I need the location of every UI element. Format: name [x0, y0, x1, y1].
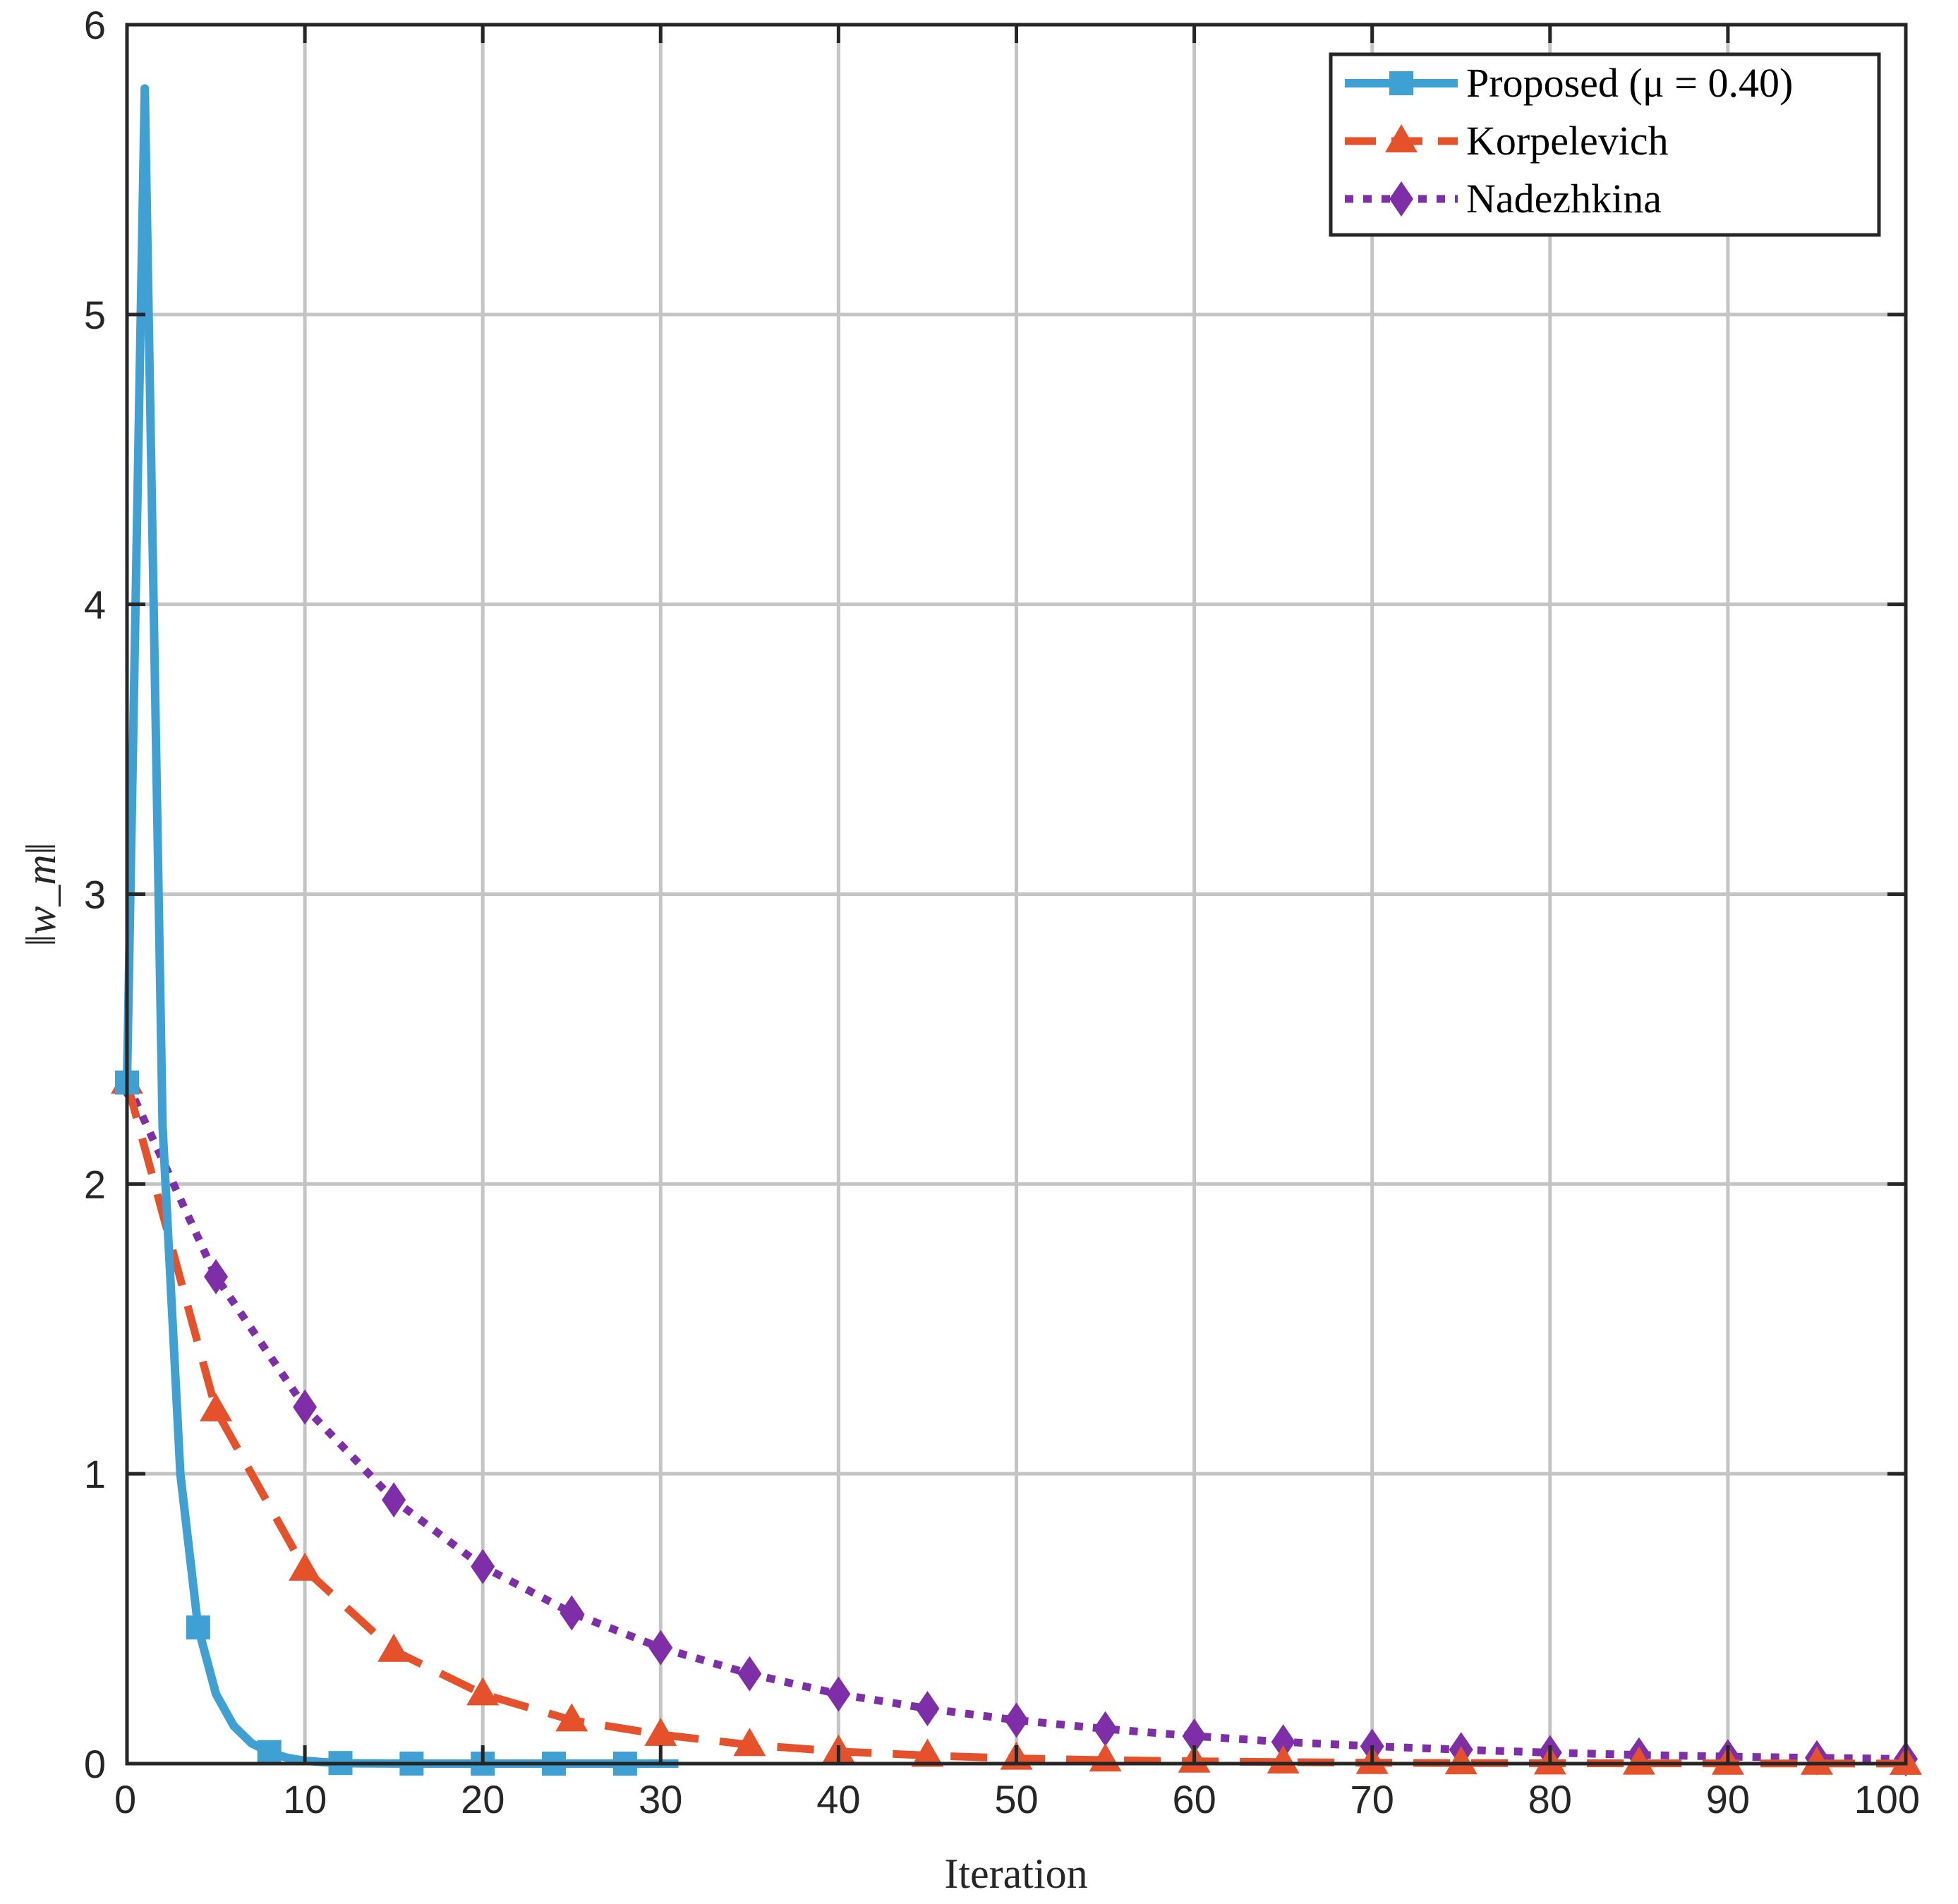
data-point	[648, 1630, 673, 1666]
x-tick-label: 90	[1706, 1777, 1750, 1821]
legend-entry: Nadezhkina	[1345, 176, 1662, 222]
data-point	[644, 1717, 677, 1746]
x-tick-label: 40	[816, 1777, 860, 1821]
data-point	[186, 1615, 210, 1639]
data-point	[1267, 1745, 1300, 1773]
data-point	[200, 1393, 233, 1421]
legend-label: Korpelevich	[1466, 118, 1669, 164]
data-point	[826, 1676, 851, 1712]
data-point	[382, 1482, 406, 1518]
legend: Proposed (μ = 0.40) Korpelevich Nadezhkina	[1329, 52, 1881, 237]
data-point	[915, 1690, 940, 1726]
data-point	[1271, 1724, 1295, 1760]
data-point	[1800, 1746, 1833, 1775]
data-point	[471, 1548, 495, 1584]
data-point	[737, 1656, 762, 1692]
y-tick-label: 5	[84, 293, 106, 337]
x-tick-label: 30	[639, 1777, 682, 1821]
data-point	[204, 1259, 229, 1294]
data-point	[293, 1389, 318, 1425]
y-tick-label: 0	[84, 1742, 106, 1786]
data-point	[1093, 1711, 1118, 1747]
data-point	[1004, 1702, 1029, 1738]
legend-swatch-marker	[1389, 181, 1413, 217]
y-tick-label: 1	[84, 1452, 106, 1496]
y-tick-label: 2	[84, 1162, 106, 1206]
y-tick-label: 6	[84, 3, 106, 47]
x-tick-label: 100	[1854, 1777, 1920, 1821]
x-tick-label: 0	[114, 1777, 136, 1821]
x-tick-label: 20	[461, 1777, 504, 1821]
tick-labels: 0 10 20 30 40 50 60 70 80 90 100 0 1 2 3 4 5 6	[84, 3, 1920, 1821]
x-tick-label: 60	[1172, 1777, 1216, 1821]
legend-label: Nadezhkina	[1466, 176, 1662, 222]
legend-label: Proposed (μ = 0.40)	[1466, 60, 1793, 106]
x-axis-label: Iteration	[944, 1850, 1087, 1897]
y-tick-label: 3	[84, 873, 106, 917]
legend-swatch-marker	[1389, 71, 1413, 95]
legend-swatch-marker	[1385, 124, 1418, 152]
y-tick-label: 4	[84, 583, 106, 627]
legend-entry: Korpelevich	[1345, 118, 1669, 164]
grid-lines	[127, 25, 1906, 1764]
data-point	[466, 1677, 500, 1706]
data-point	[377, 1633, 411, 1662]
series-line	[123, 1081, 1906, 1763]
x-tick-label: 50	[994, 1777, 1038, 1821]
data-point	[555, 1703, 588, 1732]
x-tick-label: 80	[1528, 1777, 1572, 1821]
data-point	[560, 1595, 584, 1631]
data-point	[1444, 1746, 1477, 1775]
data-point	[733, 1728, 766, 1757]
y-axis-label: ‖w_m‖	[18, 842, 64, 946]
data-point	[257, 1740, 282, 1764]
data-point	[289, 1552, 322, 1581]
data-point	[1182, 1718, 1207, 1754]
data-point	[1622, 1746, 1655, 1775]
legend-entry: Proposed (μ = 0.40)	[1345, 60, 1793, 106]
x-tick-label: 10	[283, 1777, 327, 1821]
data-point	[911, 1738, 944, 1767]
axis-ticks	[125, 23, 1908, 1766]
x-tick-label: 70	[1350, 1777, 1394, 1821]
